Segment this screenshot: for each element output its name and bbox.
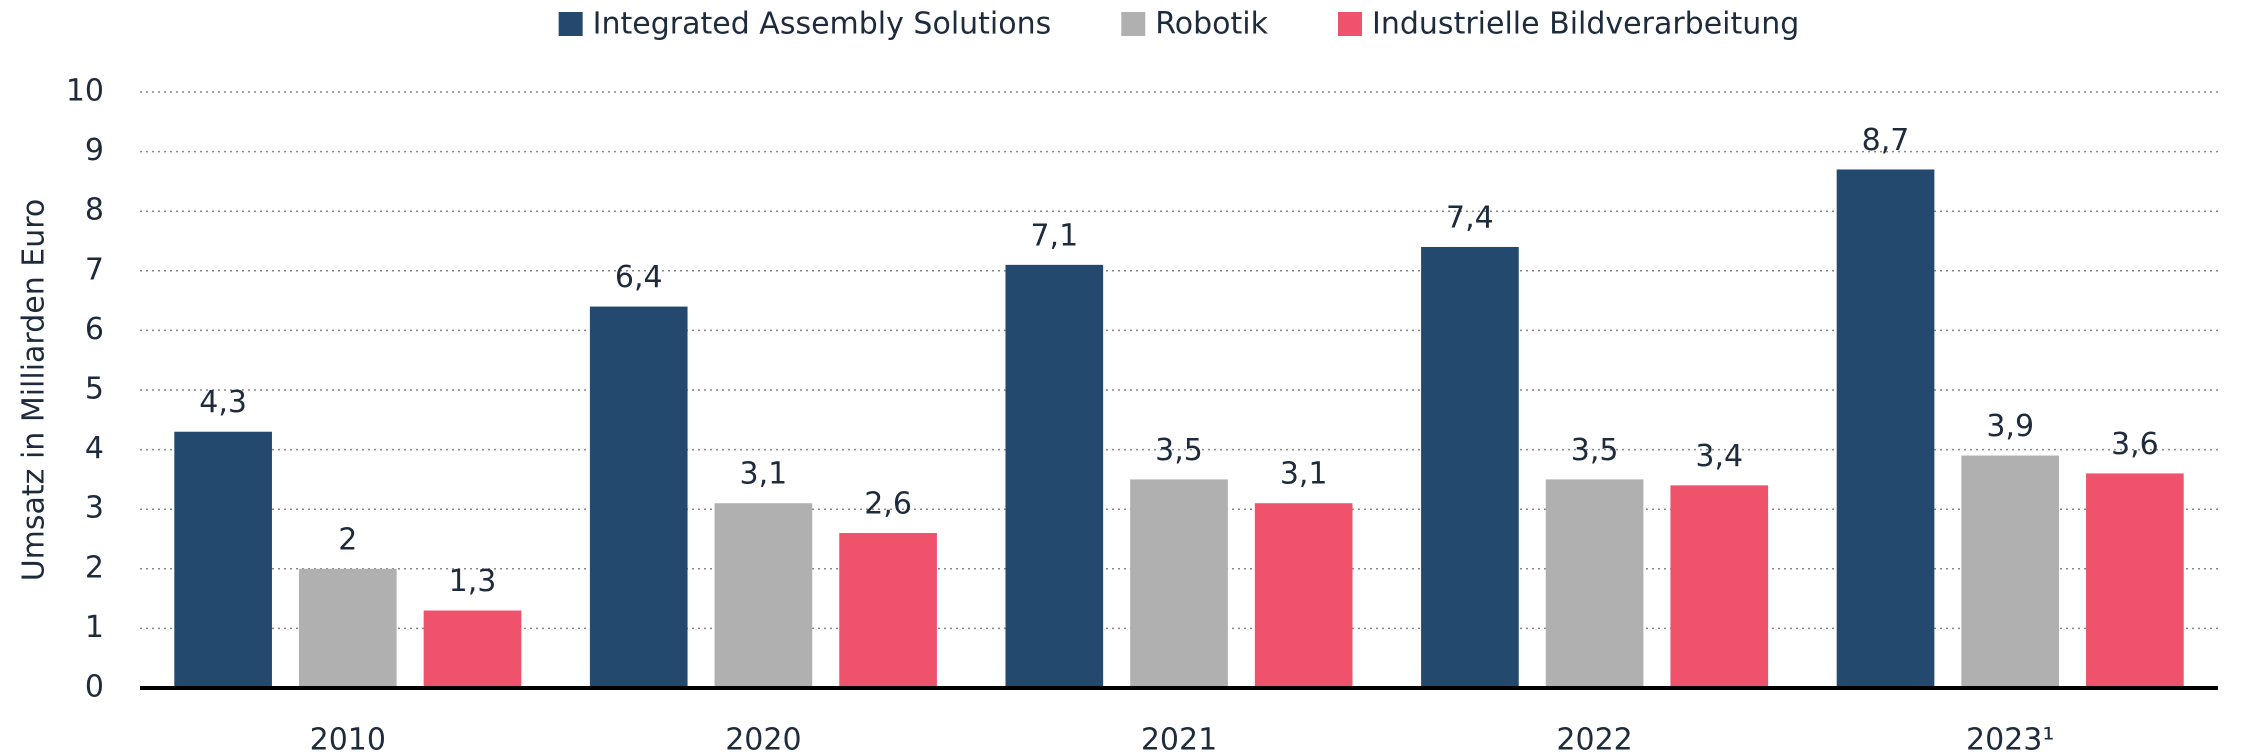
bar (839, 533, 937, 688)
bar (1545, 479, 1644, 688)
value-label: 4,3 (199, 385, 247, 420)
y-tick-label: 2 (85, 550, 104, 585)
bar (1670, 485, 1769, 688)
x-tick-label: 2023¹ (1966, 723, 2054, 755)
legend-label: Integrated Assembly Solutions (593, 7, 1052, 42)
x-tick-label: 2020 (725, 723, 801, 755)
bar (1254, 503, 1353, 688)
y-tick-label: 10 (66, 74, 104, 109)
bar (1961, 455, 2060, 688)
value-label: 1,3 (449, 564, 497, 599)
value-label: 3,4 (1695, 439, 1743, 474)
bar (1005, 264, 1104, 688)
x-tick-label: 2010 (310, 723, 386, 755)
bar (1836, 169, 1935, 689)
value-label: 2,6 (864, 487, 912, 522)
y-axis-title: Umsatz in Milliarden Euro (17, 199, 52, 582)
bar (423, 610, 522, 688)
value-label: 3,9 (1986, 409, 2034, 444)
legend-label: Industrielle Bildverarbeitung (1372, 7, 1799, 42)
bar (1421, 246, 1519, 688)
legend-label: Robotik (1155, 7, 1268, 42)
bar (2086, 473, 2184, 688)
y-tick-label: 8 (85, 193, 104, 228)
y-tick-label: 4 (85, 431, 104, 466)
x-tick-label: 2021 (1141, 723, 1217, 755)
bar (714, 503, 813, 688)
y-tick-label: 7 (85, 252, 104, 287)
y-tick-label: 3 (85, 491, 104, 526)
value-label: 3,5 (1155, 433, 1203, 468)
y-tick-label: 9 (85, 133, 104, 168)
value-label: 7,1 (1030, 218, 1078, 253)
bar (1130, 479, 1228, 688)
value-label: 3,1 (1280, 457, 1328, 492)
legend-swatch (558, 12, 583, 36)
y-tick-label: 5 (85, 372, 104, 407)
value-label: 7,4 (1446, 200, 1494, 235)
legend-swatch (1338, 12, 1363, 36)
value-label: 3,6 (2111, 427, 2159, 462)
bar (174, 431, 272, 688)
value-label: 2 (338, 522, 357, 557)
value-label: 8,7 (1862, 123, 1910, 158)
bar (589, 306, 688, 688)
bar (298, 568, 397, 688)
legend-swatch (1121, 12, 1146, 36)
x-tick-label: 2022 (1556, 723, 1632, 755)
y-tick-label: 1 (85, 610, 104, 645)
value-label: 3,5 (1571, 433, 1619, 468)
y-tick-label: 6 (85, 312, 104, 347)
value-label: 6,4 (615, 260, 663, 295)
y-tick-label: 0 (85, 670, 104, 705)
value-label: 3,1 (740, 457, 788, 492)
